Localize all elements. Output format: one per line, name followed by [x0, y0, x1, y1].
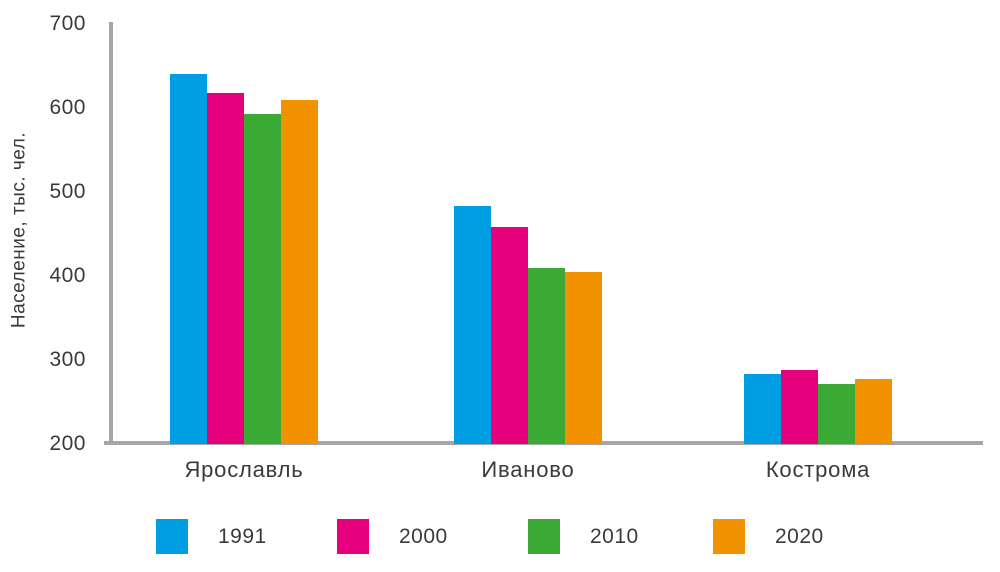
y-tick-label: 600	[49, 96, 86, 119]
bar-Кострома-1991	[744, 374, 781, 444]
bar-Иваново-2010	[528, 267, 565, 444]
x-category-label: Иваново	[481, 457, 575, 482]
y-tick-label: 400	[49, 264, 86, 287]
y-tick-label: 300	[49, 348, 86, 371]
y-tick-label: 200	[49, 432, 86, 455]
y-axis-line	[109, 22, 113, 445]
bar-Кострома-2000	[781, 370, 818, 444]
bar-Ярославль-2020	[281, 99, 318, 444]
bar-Иваново-2020	[565, 271, 602, 444]
legend-label-1991: 1991	[218, 525, 267, 548]
legend-swatch-1991	[156, 519, 188, 554]
legend-swatch-2000	[337, 519, 369, 554]
bar-Ярославль-2000	[207, 92, 244, 444]
bar-Иваново-1991	[454, 206, 491, 444]
legend-label-2010: 2010	[590, 525, 639, 548]
legend-label-2000: 2000	[399, 525, 448, 548]
bar-Кострома-2020	[855, 379, 892, 444]
y-tick-label: 500	[49, 180, 86, 203]
bar-Ярославль-1991	[170, 74, 207, 444]
x-category-label: Ярославль	[184, 457, 304, 482]
x-category-label: Кострома	[765, 457, 871, 482]
y-tick-label: 700	[49, 12, 86, 35]
bar-Иваново-2000	[491, 227, 528, 444]
y-axis-title: Население, тыс. чел.	[8, 131, 30, 329]
legend-swatch-2020	[713, 519, 745, 554]
bar-Ярославль-2010	[244, 113, 281, 444]
bar-Кострома-2010	[818, 383, 855, 444]
legend-label-2020: 2020	[775, 525, 824, 548]
legend-swatch-2010	[528, 519, 560, 554]
